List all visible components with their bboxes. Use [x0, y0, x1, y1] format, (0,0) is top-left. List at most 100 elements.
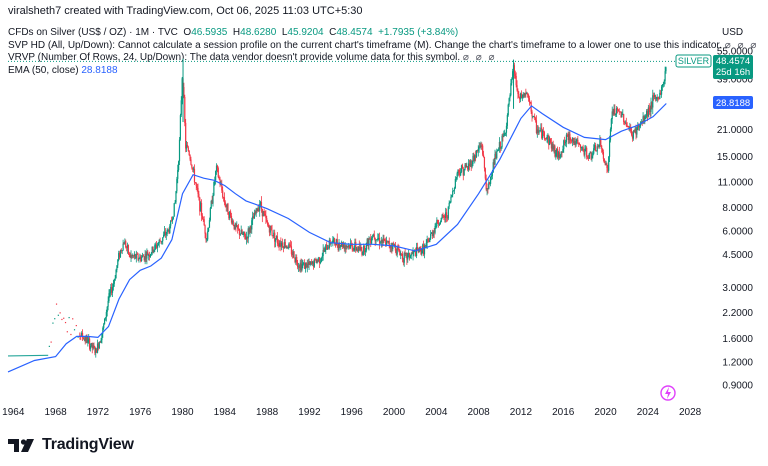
price-candle	[571, 137, 574, 142]
price-candle	[136, 253, 138, 255]
price-candle	[549, 138, 551, 145]
price-candle	[277, 242, 279, 245]
price-candle	[393, 243, 395, 246]
svp-settings-icon[interactable]: ⌀ ⌀ ⌀	[724, 39, 759, 51]
price-candle	[523, 94, 525, 96]
price-candle	[287, 247, 289, 249]
vrvp-settings-icon[interactable]: ⌀ ⌀ ⌀	[462, 52, 497, 63]
price-candle	[79, 334, 81, 336]
price-candle	[519, 93, 522, 100]
price-candle	[438, 224, 441, 225]
price-candle	[348, 245, 350, 247]
price-candle	[460, 165, 463, 172]
svp-row[interactable]: SVP HD (All, Up/Down): Cannot calculate …	[8, 40, 758, 53]
price-candle	[178, 139, 181, 162]
price-candle	[163, 231, 166, 235]
price-candle	[556, 148, 559, 158]
price-candle	[544, 138, 546, 140]
price-candle	[311, 261, 313, 264]
ema-row[interactable]: EMA (50, close) 28.8188	[8, 65, 758, 78]
price-candle	[459, 171, 461, 176]
price-candle	[461, 165, 464, 169]
price-candle	[572, 137, 575, 144]
price-candle	[386, 240, 388, 246]
lightning-icon[interactable]	[660, 385, 676, 401]
price-candle	[120, 250, 122, 251]
price-candle	[326, 247, 329, 250]
price-chart[interactable]: 55.0000 39.0000 21.0000 15.0000 11.0000 8.000…	[0, 0, 768, 434]
low-label: L	[281, 27, 288, 38]
price-candle	[625, 122, 627, 126]
price-candle	[587, 157, 590, 159]
price-candle	[656, 97, 658, 99]
price-candle	[250, 226, 252, 230]
price-candle	[101, 333, 103, 340]
time-tick-label: 2004	[425, 407, 448, 418]
price-candle	[361, 250, 363, 255]
price-candle	[400, 253, 403, 255]
price-candle	[503, 133, 505, 137]
price-candle	[365, 242, 367, 251]
price-candle	[561, 152, 563, 153]
price-candle	[161, 240, 163, 242]
price-candle	[385, 240, 387, 246]
price-candle	[312, 261, 315, 267]
price-candle	[435, 225, 437, 227]
price-candle	[637, 124, 639, 128]
price-candle	[206, 239, 208, 241]
price-candle	[207, 231, 209, 240]
price-candle	[180, 100, 182, 116]
price-candle	[616, 108, 619, 111]
price-candle	[210, 200, 212, 209]
price-candle	[363, 245, 366, 252]
price-candle	[111, 287, 114, 293]
price-candle	[408, 253, 411, 259]
price-candle	[52, 322, 54, 324]
price-candle	[589, 151, 591, 154]
price-candle	[451, 195, 453, 197]
price-candle	[638, 126, 641, 128]
price-candle	[87, 339, 89, 343]
price-candle	[657, 97, 659, 99]
price-candle	[225, 206, 227, 208]
price-candle	[96, 343, 99, 353]
price-candle	[219, 178, 221, 185]
price-candle	[282, 246, 285, 249]
price-candle	[358, 246, 360, 251]
price-candle	[482, 154, 485, 158]
price-candle	[127, 244, 129, 254]
price-candle	[126, 244, 129, 248]
price-candle	[356, 248, 359, 251]
price-candle	[151, 246, 153, 254]
price-candle	[181, 78, 183, 101]
price-candle	[615, 113, 617, 115]
price-tick-label: 4.5000	[722, 250, 753, 261]
open-value: 46.5935	[191, 27, 228, 38]
tradingview-logo[interactable]: TradingView	[8, 434, 134, 456]
price-candle	[383, 237, 385, 241]
price-candle	[430, 233, 432, 239]
price-candle	[369, 238, 371, 240]
symbol-name[interactable]: CFDs on Silver (US$ / OZ) · 1M · TVC	[8, 27, 178, 38]
price-candle	[85, 336, 87, 342]
price-candle	[463, 169, 465, 176]
price-candle	[222, 190, 224, 198]
price-candle	[440, 217, 442, 222]
price-candle	[579, 144, 582, 148]
price-candle	[364, 250, 367, 252]
price-candle	[105, 312, 107, 318]
price-candle	[454, 179, 456, 189]
price-candle	[659, 92, 661, 99]
price-candle	[82, 337, 85, 340]
symbol-row: CFDs on Silver (US$ / OZ) · 1M · TVC O46…	[8, 27, 758, 40]
price-candle	[91, 342, 93, 349]
price-candle	[631, 130, 633, 136]
price-tick-label: 1.6000	[722, 334, 753, 345]
price-candle	[355, 241, 357, 251]
price-candle	[534, 117, 537, 121]
vrvp-row[interactable]: VRVP (Number Of Rows, 24, Up/Down): The …	[8, 52, 758, 65]
price-candle	[118, 253, 121, 257]
price-candle	[582, 146, 584, 152]
svp-text: SVP HD (All, Up/Down): Cannot calculate …	[8, 39, 722, 51]
currency-label[interactable]: USD	[722, 27, 744, 38]
